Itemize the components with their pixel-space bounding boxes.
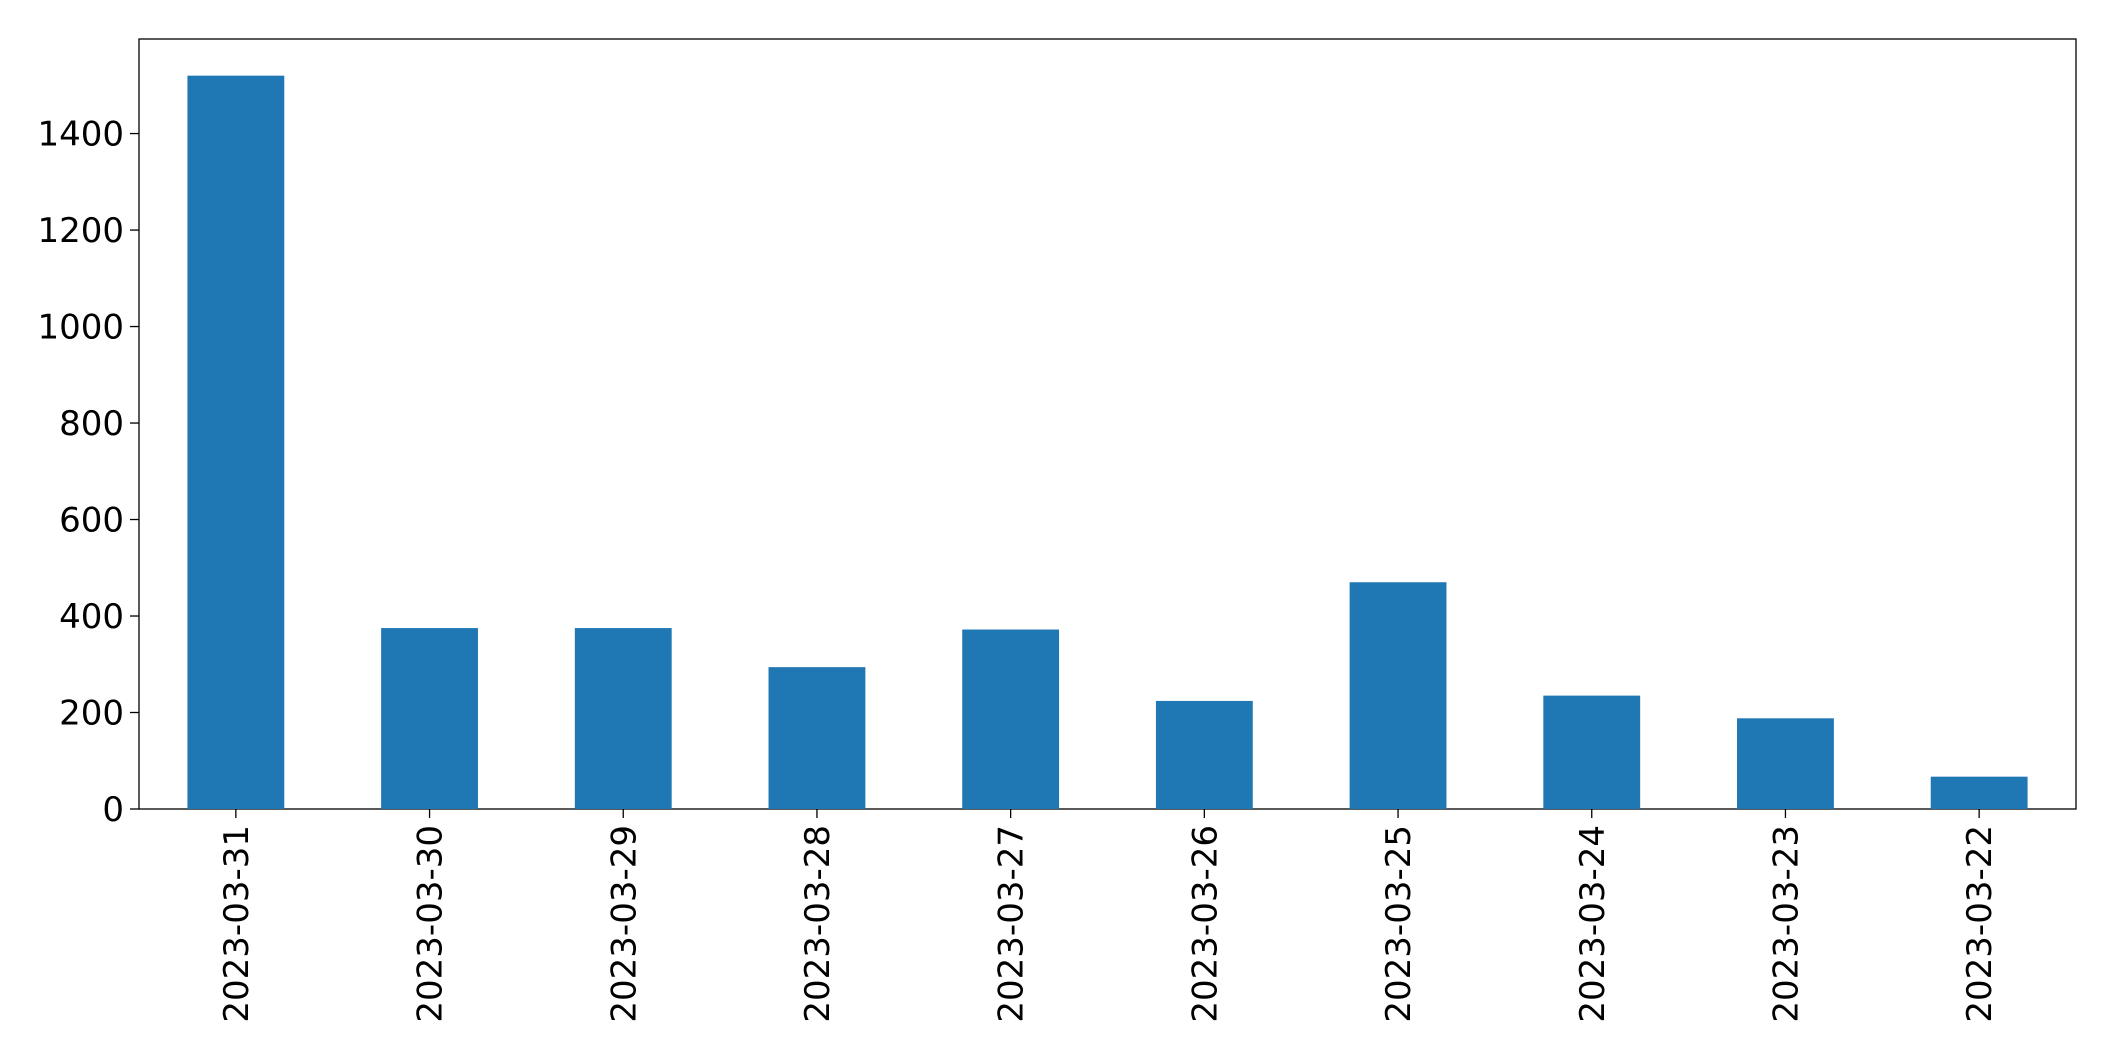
y-tick-label: 200 xyxy=(59,694,124,734)
bar xyxy=(1155,700,1253,809)
bar xyxy=(1543,695,1641,809)
y-tick-label: 1400 xyxy=(37,115,124,155)
x-tick-label: 2023-03-31 xyxy=(217,825,257,1023)
bar xyxy=(381,628,478,809)
x-tick-label: 2023-03-28 xyxy=(798,825,838,1023)
y-tick-label: 600 xyxy=(59,501,124,541)
y-tick-label: 800 xyxy=(59,404,124,444)
bar xyxy=(768,667,866,809)
y-tick-label: 400 xyxy=(59,597,124,637)
bar xyxy=(1737,718,1834,809)
x-tick-label: 2023-03-22 xyxy=(1960,825,2000,1023)
y-tick-label: 0 xyxy=(102,790,124,830)
y-tick-label: 1200 xyxy=(37,211,124,251)
bar xyxy=(187,75,285,809)
bar xyxy=(574,628,672,809)
x-tick-label: 2023-03-24 xyxy=(1573,825,1613,1023)
x-tick-label: 2023-03-23 xyxy=(1766,825,1806,1023)
x-tick-label: 2023-03-29 xyxy=(604,825,644,1023)
bar xyxy=(1349,582,1447,809)
x-tick-label: 2023-03-30 xyxy=(411,825,451,1023)
x-tick-label: 2023-03-27 xyxy=(992,825,1032,1023)
bar xyxy=(962,629,1060,809)
plot-frame xyxy=(138,38,2077,810)
y-tick-label: 1000 xyxy=(37,308,124,348)
x-tick-label: 2023-03-25 xyxy=(1379,825,1419,1023)
bar xyxy=(1930,776,2028,809)
x-tick-label: 2023-03-26 xyxy=(1185,825,1225,1023)
